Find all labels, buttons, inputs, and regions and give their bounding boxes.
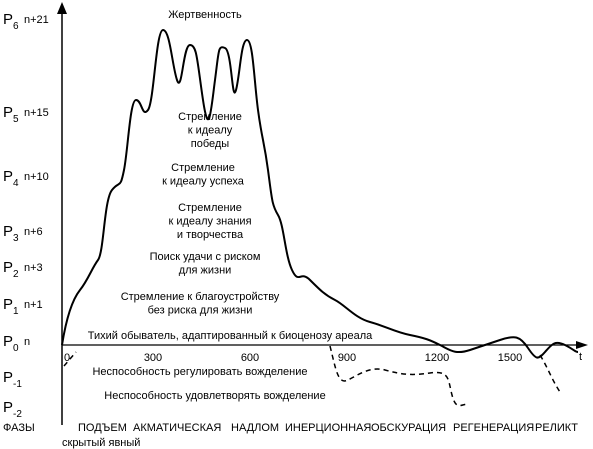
phase-label: ОБСКУРАЦИЯ xyxy=(371,422,446,434)
level-symbol-letter: P xyxy=(3,296,13,313)
annotation: победы xyxy=(191,138,230,150)
phase-label: РЕГЕНЕРАЦИЯ xyxy=(453,422,534,434)
annotation: и творчества xyxy=(177,229,244,241)
annotation: к идеалу успеха xyxy=(162,175,245,187)
annotation: Стремление xyxy=(178,111,242,123)
t-tick-label: 300 xyxy=(144,352,162,364)
annotation: Стремление к благоустройству xyxy=(121,291,280,303)
level-index: 3 xyxy=(13,233,19,244)
level-symbol-letter: P xyxy=(3,333,13,350)
phase-label: ИНЕРЦИОННАЯ xyxy=(285,422,371,434)
phase-label: ПОДЪЕМ xyxy=(78,422,127,434)
phase-label: НАДЛОМ xyxy=(231,422,279,434)
level-symbol: P3 xyxy=(3,223,19,244)
level-label: n+3 xyxy=(24,262,43,274)
y-arrow xyxy=(57,2,67,14)
annotation: Неспособность регулировать вожделение xyxy=(92,366,307,378)
level-symbol: P-2 xyxy=(3,399,22,420)
annotation: к идеалу знания xyxy=(168,215,251,227)
level-symbol: P4 xyxy=(3,168,19,189)
level-index: 5 xyxy=(13,114,19,125)
passionarity-curve xyxy=(61,28,579,359)
level-label: n+10 xyxy=(24,171,49,183)
level-symbol: P0 xyxy=(3,333,19,354)
level-symbol-letter: P xyxy=(3,259,13,276)
level-label: n+15 xyxy=(24,107,49,119)
annotation: Тихий обыватель, адаптированный к биоцен… xyxy=(88,330,373,342)
level-index: 0 xyxy=(13,343,19,354)
level-label: n xyxy=(24,336,30,348)
level-symbol: P6 xyxy=(3,11,19,32)
level-label: n+6 xyxy=(24,226,43,238)
level-symbol: P5 xyxy=(3,104,19,125)
phase-label: РЕЛИКТ xyxy=(535,422,578,434)
annotation: без риска для жизни xyxy=(148,304,253,316)
level-symbol: P2 xyxy=(3,259,19,280)
t-tick-label: 600 xyxy=(241,352,259,364)
annotation: для жизни xyxy=(179,264,232,276)
phase-label: АКМАТИЧЕСКАЯ xyxy=(133,422,221,434)
annotation: к идеалу xyxy=(188,124,233,136)
level-symbol-letter: P xyxy=(3,168,13,185)
t-axis-label: t xyxy=(579,351,582,363)
level-index: 1 xyxy=(13,306,19,317)
annotation: Жертвенность xyxy=(168,9,242,21)
t-tick-label: 1500 xyxy=(498,352,522,364)
t-tick-label: 900 xyxy=(338,352,356,364)
annotation: Поиск удачи с риском xyxy=(150,251,261,263)
level-symbol-letter: P xyxy=(3,369,13,386)
level-index: -2 xyxy=(13,409,22,420)
level-label: n+21 xyxy=(24,14,49,26)
level-index: 4 xyxy=(13,178,19,189)
dashed-curves xyxy=(63,345,561,407)
t-arrow xyxy=(576,341,588,349)
level-symbol: P-1 xyxy=(3,369,22,390)
phases-title: ФАЗЫ xyxy=(3,422,35,434)
t-tick-label: 0 xyxy=(64,352,70,364)
level-symbol: P1 xyxy=(3,296,19,317)
annotation: Стремление xyxy=(171,162,235,174)
t-tick-label: 1200 xyxy=(425,352,449,364)
level-index: -1 xyxy=(13,379,22,390)
level-symbol-letter: P xyxy=(3,11,13,28)
annotation: Стремление xyxy=(178,202,242,214)
annotation: Неспособность удовлетворять вожделение xyxy=(104,390,325,402)
level-label: n+1 xyxy=(24,299,43,311)
level-symbol-letter: P xyxy=(3,223,13,240)
level-index: 2 xyxy=(13,269,19,280)
subphases: скрытый явный xyxy=(62,437,140,449)
level-symbol-letter: P xyxy=(3,399,13,416)
level-index: 6 xyxy=(13,21,19,32)
level-symbol-letter: P xyxy=(3,104,13,121)
